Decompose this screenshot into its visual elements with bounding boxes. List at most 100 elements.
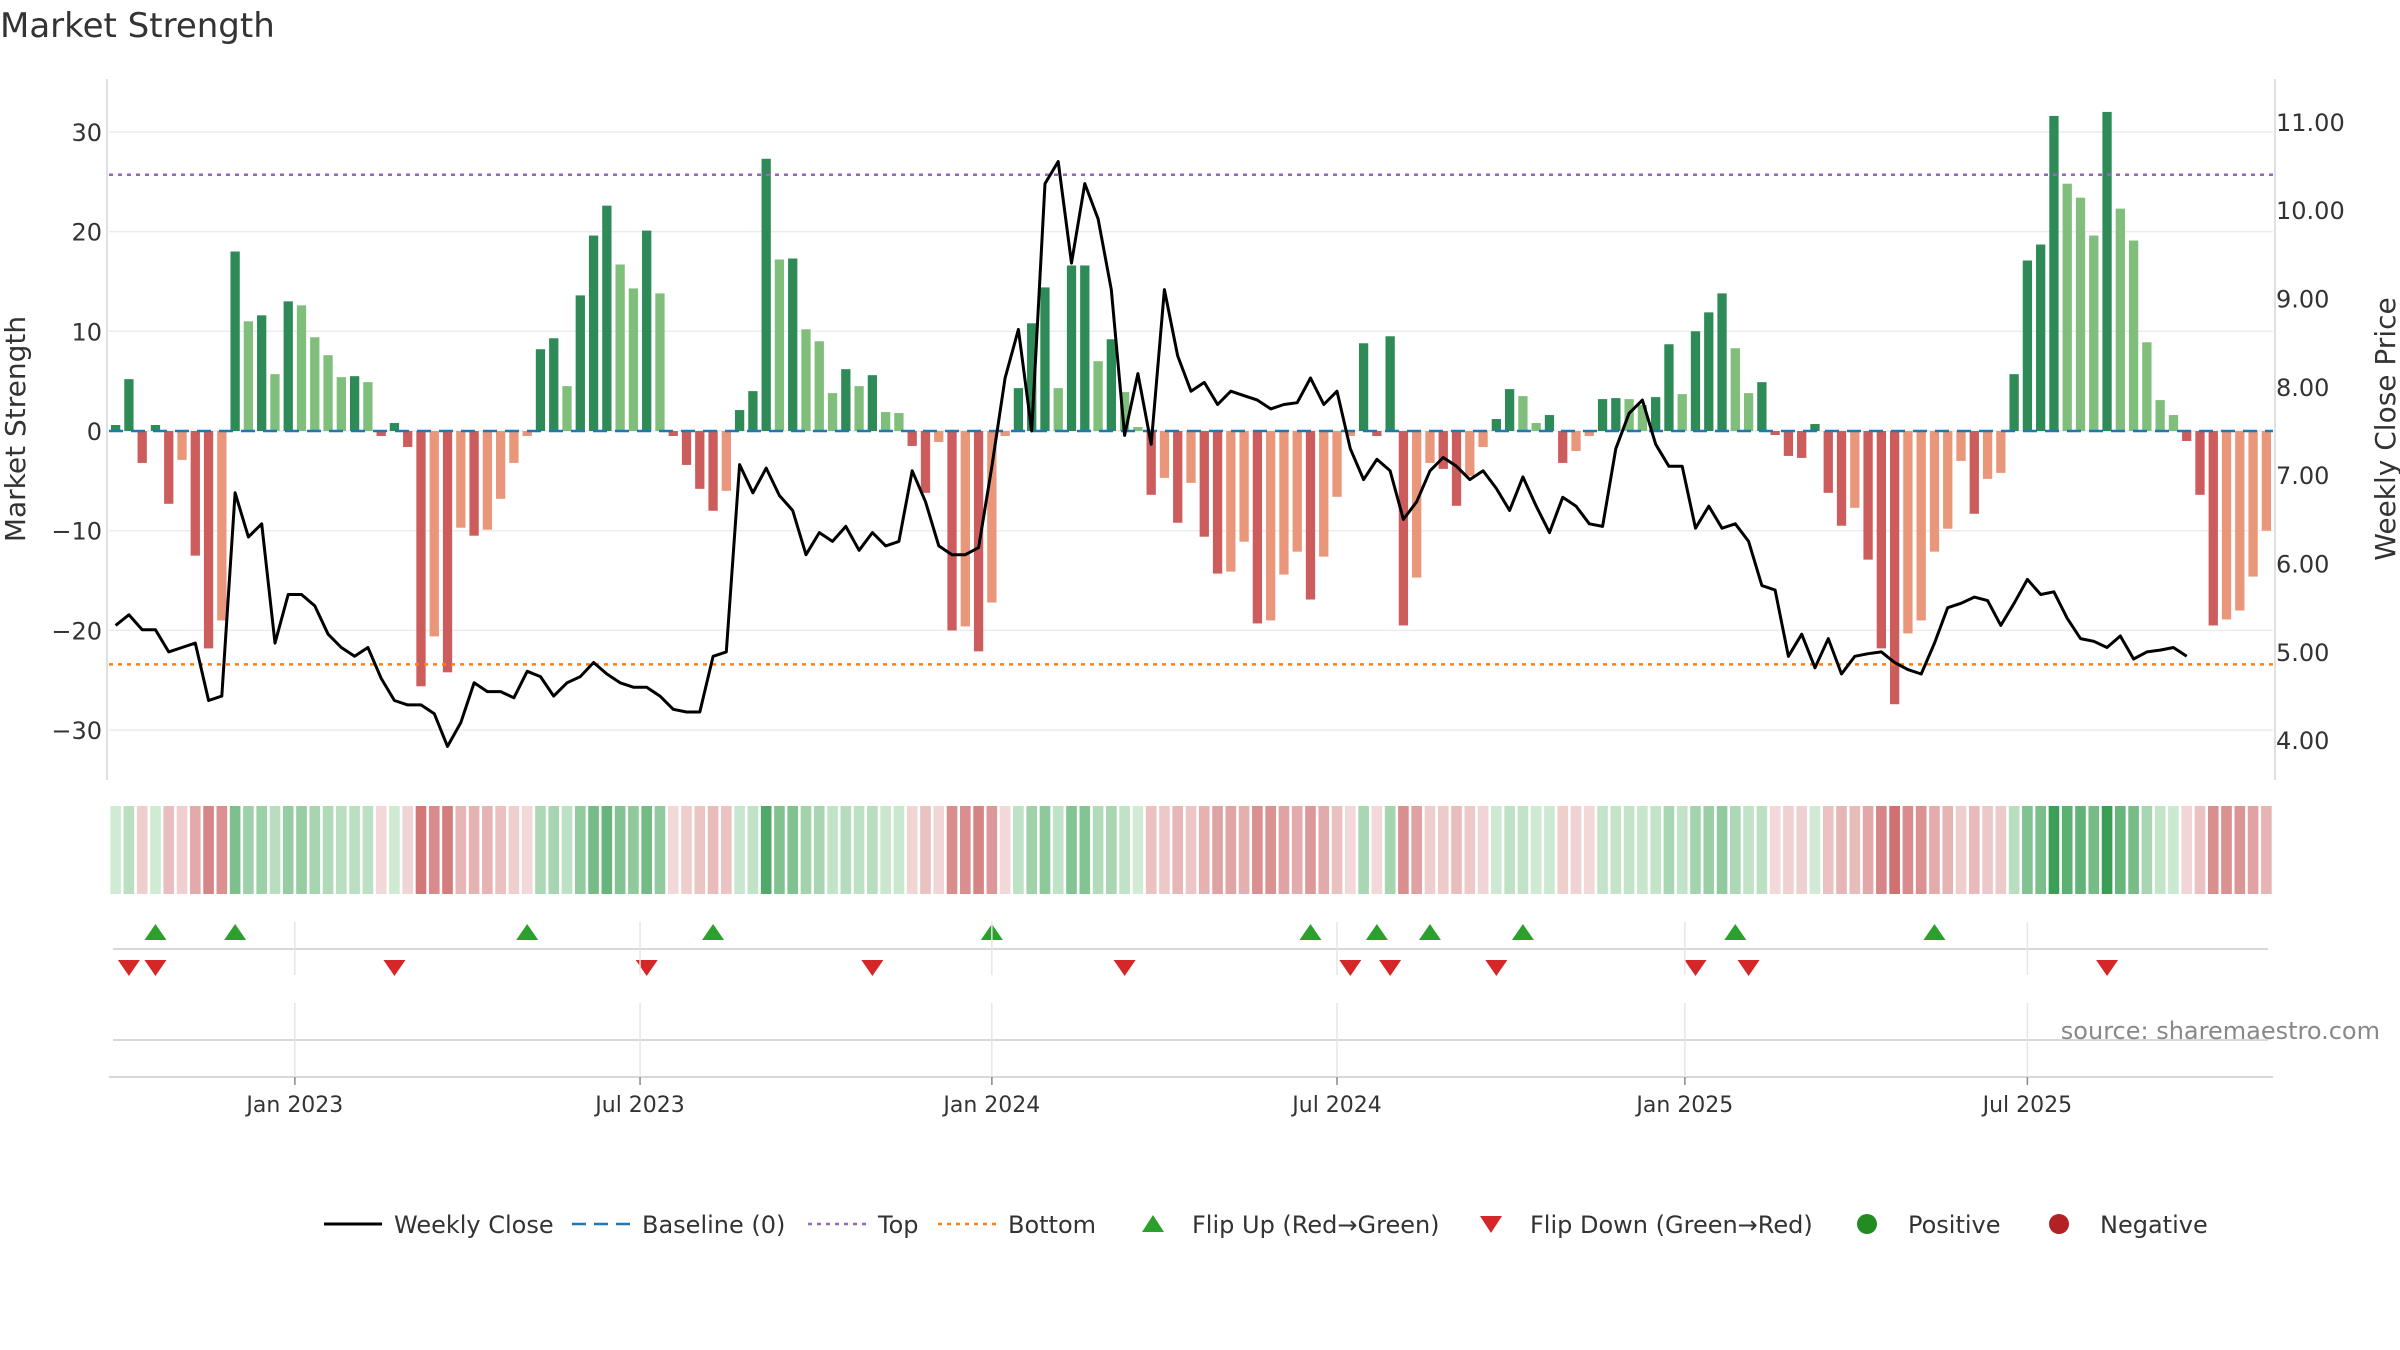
strip-cell: [336, 806, 347, 894]
strip-cell: [163, 806, 175, 894]
strip-cell: [1836, 806, 1847, 894]
strip-cell: [2061, 806, 2073, 894]
strength-bar: [495, 431, 506, 499]
strip-cell: [1092, 806, 1104, 894]
strength-bar: [1969, 431, 1979, 514]
strength-bar: [1358, 343, 1369, 431]
strength-bar: [841, 369, 851, 431]
strength-bar: [575, 295, 585, 431]
strip-cell: [1026, 806, 1037, 894]
strip-cell: [1225, 806, 1237, 894]
strength-bar: [1491, 419, 1501, 431]
strength-bar: [1159, 431, 1170, 478]
strength-bar: [509, 431, 519, 463]
strength-bar: [2089, 235, 2099, 431]
strip-cell: [2008, 806, 2020, 894]
strength-bar: [2235, 431, 2245, 611]
strength-bar: [1292, 431, 1302, 552]
strip-cell: [1703, 806, 1715, 894]
legend: Weekly Close Baseline (0) Top Bottom Flip Up…: [324, 1211, 2208, 1239]
strip-cell: [322, 806, 334, 894]
strip-cell: [110, 806, 121, 894]
strip-cell: [986, 806, 998, 894]
strip-cell: [721, 806, 732, 894]
strength-bar: [243, 321, 254, 431]
strip-cell: [468, 806, 480, 894]
flip-down-marker: [1113, 960, 1136, 976]
strength-bar: [469, 431, 479, 536]
strength-bar: [881, 412, 891, 431]
flip-down-marker: [1737, 960, 1760, 976]
strip-cell: [402, 806, 414, 894]
strength-bar: [1266, 431, 1276, 621]
strength-bar: [854, 386, 864, 431]
strip-cell: [1995, 806, 2007, 894]
strength-bar: [376, 431, 386, 436]
strength-bar: [2221, 431, 2232, 620]
strength-bar: [522, 431, 532, 436]
strip-cell: [1265, 806, 1276, 894]
flip-up-marker: [1299, 924, 1322, 940]
strength-bar: [535, 349, 546, 431]
legend-item: Baseline (0): [572, 1211, 785, 1239]
strip-cell: [1650, 806, 1661, 894]
flip-up-marker: [1418, 924, 1441, 940]
strip-cell: [1876, 806, 1887, 894]
strip-cell: [1557, 806, 1569, 894]
strip-cell: [1318, 806, 1330, 894]
strip-cell: [1769, 806, 1781, 894]
strip-cell: [1424, 806, 1436, 894]
legend-label: Bottom: [1008, 1211, 1096, 1239]
strip-cell: [1544, 806, 1555, 894]
strip-cell: [2234, 806, 2246, 894]
legend-item: Bottom: [938, 1211, 1096, 1239]
strip-cell: [1212, 806, 1223, 894]
strength-bar: [1651, 397, 1661, 431]
strength-bar: [1571, 431, 1581, 451]
strip-cell: [269, 806, 281, 894]
strength-bar: [1903, 431, 1913, 634]
strip-cell: [282, 806, 294, 894]
strength-bar: [1080, 265, 1090, 431]
strip-cell: [1345, 806, 1356, 894]
y-left-tick-label: −30: [51, 717, 102, 745]
strength-bar: [642, 230, 652, 431]
strength-bar: [429, 431, 439, 637]
y-right-tick-label: 11.00: [2276, 109, 2345, 137]
strength-heat-strip: [110, 806, 2272, 894]
strip-cell: [309, 806, 321, 894]
strip-cell: [2128, 806, 2139, 894]
strength-bar: [562, 386, 572, 431]
strip-cell: [455, 806, 467, 894]
strength-bar: [1438, 431, 1448, 469]
strip-cell: [906, 806, 918, 894]
strip-cell: [2154, 806, 2166, 894]
x-tick-label: Jul 2024: [1290, 1093, 1382, 1118]
strength-bar: [1757, 382, 1767, 431]
legend-swatch: [1142, 1215, 1164, 1232]
strip-cell: [150, 806, 161, 894]
strip-cell: [760, 806, 772, 894]
strength-bar: [1385, 336, 1395, 431]
strip-cell: [1145, 806, 1157, 894]
strength-bar: [774, 259, 785, 431]
strength-bar: [2182, 431, 2192, 441]
legend-label: Flip Down (Green→Red): [1530, 1211, 1813, 1239]
strip-cell: [1159, 806, 1170, 894]
strength-bar: [549, 338, 559, 431]
strength-bar: [1425, 431, 1435, 463]
strength-bar: [1000, 431, 1010, 436]
strip-cell: [2247, 806, 2259, 894]
y-right-tick-label: 4.00: [2276, 727, 2329, 755]
strength-bar: [110, 425, 121, 431]
legend-label: Negative: [2100, 1211, 2208, 1239]
strength-bar: [827, 393, 838, 431]
strip-cell: [243, 806, 254, 894]
strength-bar: [230, 251, 240, 431]
strip-cell: [1796, 806, 1808, 894]
flip-down-marker: [1339, 960, 1362, 976]
strength-bar: [1929, 431, 1940, 552]
strip-cell: [1902, 806, 1914, 894]
strength-bar: [960, 431, 970, 627]
strip-cell: [561, 806, 573, 894]
